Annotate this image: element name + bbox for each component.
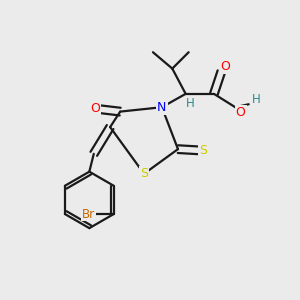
Text: O: O bbox=[236, 106, 246, 119]
Text: O: O bbox=[90, 102, 100, 115]
Text: S: S bbox=[140, 167, 148, 180]
Text: O: O bbox=[220, 60, 230, 73]
Text: Br: Br bbox=[82, 208, 95, 220]
Text: H: H bbox=[252, 93, 260, 106]
Text: N: N bbox=[157, 101, 167, 114]
Text: H: H bbox=[186, 97, 194, 110]
Text: S: S bbox=[199, 144, 207, 157]
